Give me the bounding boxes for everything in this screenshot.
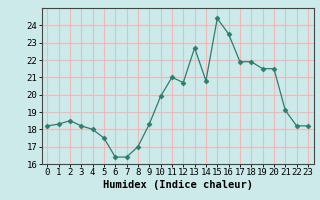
X-axis label: Humidex (Indice chaleur): Humidex (Indice chaleur) bbox=[103, 180, 252, 190]
